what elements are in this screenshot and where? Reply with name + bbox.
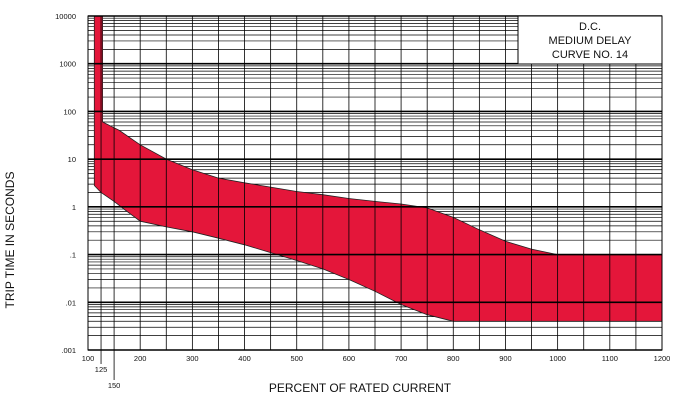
- x-tick-label: 200: [134, 354, 147, 363]
- y-tick-label: .1: [70, 251, 76, 260]
- title-line-3: CURVE NO. 14: [552, 49, 628, 61]
- trip-band-area: [94, 16, 663, 322]
- x-tick-label: 1200: [654, 354, 671, 363]
- y-tick-label: 1000: [59, 60, 76, 69]
- y-tick-label: .01: [66, 298, 76, 307]
- title-line-2: MEDIUM DELAY: [549, 35, 633, 47]
- x-tick-label: 100: [82, 354, 95, 363]
- title-box-frame: [517, 15, 663, 65]
- y-axis-ticks: .001 .01 .1 1 10 100 1000 10000: [55, 12, 76, 355]
- x-tick-label: 700: [395, 354, 408, 363]
- title-box: D.C. MEDIUM DELAY CURVE NO. 14: [517, 15, 663, 65]
- y-tick-label: .001: [61, 346, 76, 355]
- x-extra-tick-label: 150: [108, 381, 121, 390]
- y-tick-label: 10: [68, 155, 76, 164]
- y-tick-label: 10000: [55, 12, 76, 21]
- x-tick-label: 900: [499, 354, 512, 363]
- y-axis-label: TRIP TIME IN SECONDS: [3, 172, 17, 309]
- plot-frame: [87, 15, 663, 351]
- x-tick-label: 500: [290, 354, 303, 363]
- x-tick-label: 300: [186, 354, 199, 363]
- x-tick-label: 800: [447, 354, 460, 363]
- title-line-1: D.C.: [579, 21, 601, 33]
- y-tick-label: 1: [72, 203, 76, 212]
- x-tick-label: 600: [343, 354, 356, 363]
- x-tick-label: 1000: [549, 354, 566, 363]
- x-axis-ticks: 100 200 300 400 500 600 700 800 900 1000 1100 1200 1…: [82, 350, 671, 390]
- y-tick-label: 100: [63, 107, 76, 116]
- x-tick-label: 1100: [602, 354, 618, 363]
- x-extra-tick-label: 125: [95, 365, 108, 374]
- x-axis-label: PERCENT OF RATED CURRENT: [269, 381, 452, 395]
- major-gridlines: [88, 15, 662, 351]
- x-tick-label: 400: [238, 354, 251, 363]
